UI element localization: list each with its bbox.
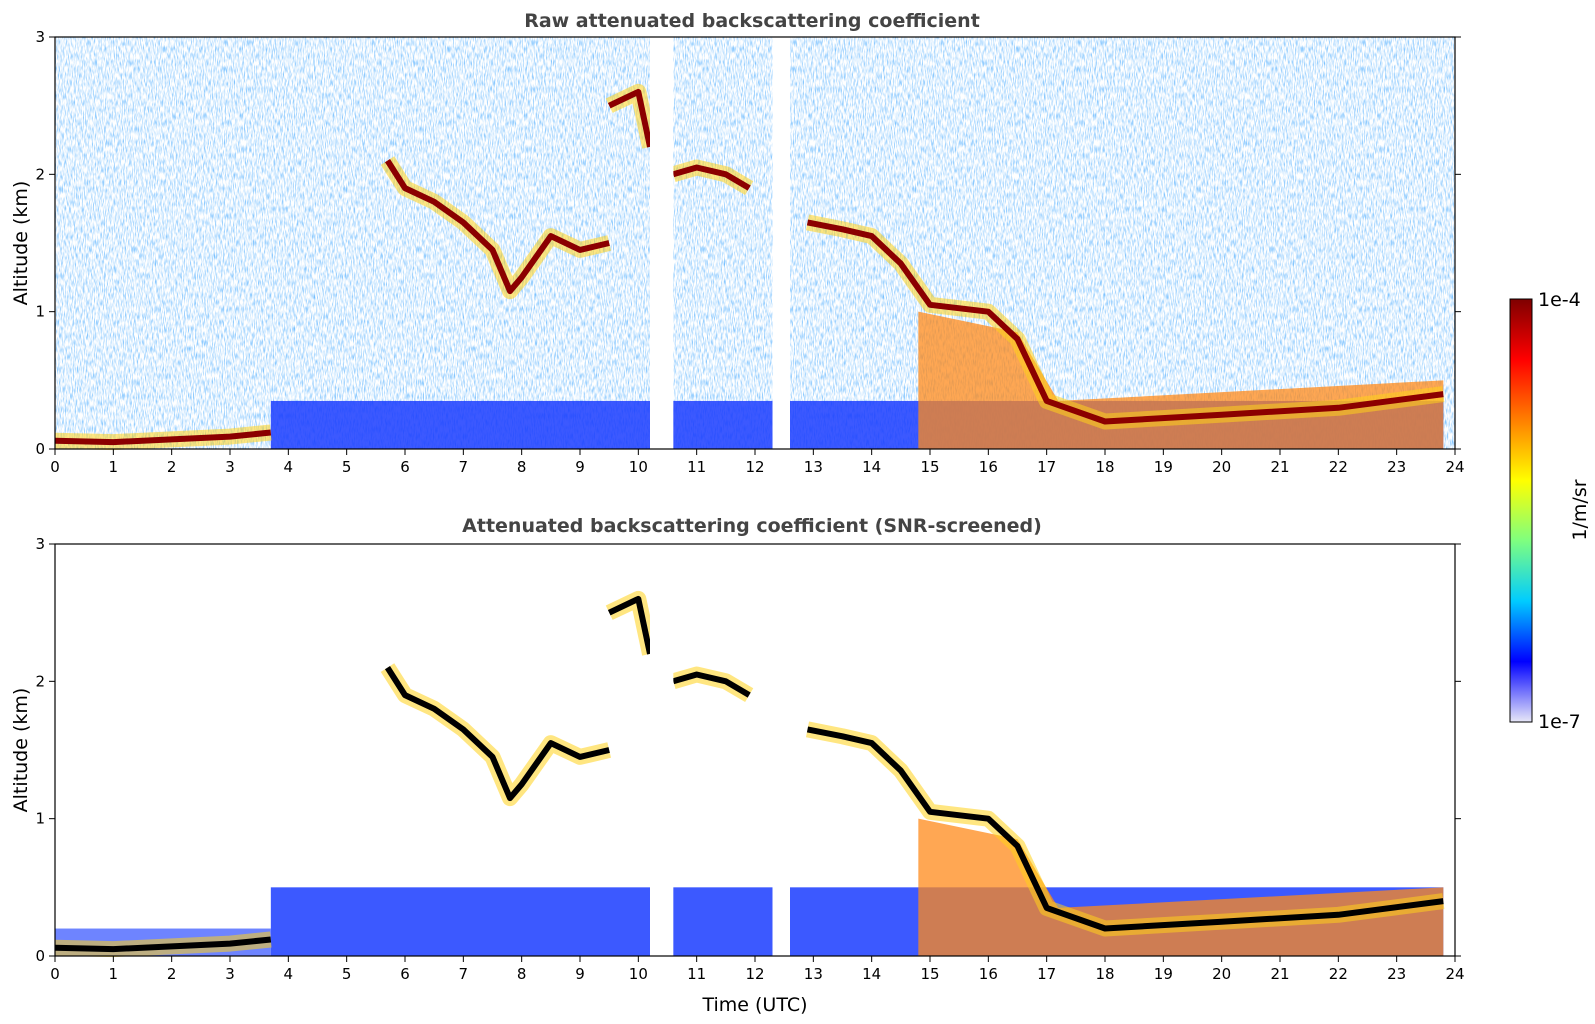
feature-line bbox=[672, 164, 751, 191]
y-tick-label: 2 bbox=[35, 672, 45, 690]
x-tick-label: 20 bbox=[1212, 458, 1231, 476]
x-tick-label: 7 bbox=[459, 458, 469, 476]
x-tick-label: 2 bbox=[167, 965, 177, 983]
data-gap bbox=[772, 544, 790, 956]
colorbar-max-label: 1e-4 bbox=[1538, 289, 1581, 311]
x-tick-label: 11 bbox=[687, 458, 706, 476]
y-ticks: 0 1 2 3 bbox=[35, 535, 1461, 965]
colorbar: 1e-4 1e-7 1/m/sr bbox=[1509, 289, 1591, 733]
x-tick-label: 4 bbox=[284, 458, 294, 476]
x-tick-label: 9 bbox=[575, 458, 585, 476]
x-tick-label: 16 bbox=[979, 965, 998, 983]
x-tick-label: 19 bbox=[1154, 458, 1173, 476]
panel-screened: Attenuated backscattering coefficient (S… bbox=[10, 515, 1465, 1016]
y-axis-label: Altitude (km) bbox=[10, 181, 32, 306]
x-tick-label: 14 bbox=[862, 965, 881, 983]
plot-area bbox=[54, 544, 1445, 958]
x-tick-label: 12 bbox=[745, 965, 764, 983]
feature-line bbox=[806, 219, 1444, 425]
x-tick-label: 0 bbox=[50, 458, 60, 476]
x-tick-label: 9 bbox=[575, 965, 585, 983]
x-tick-label: 6 bbox=[400, 458, 410, 476]
x-ticks: 0 1 2 3 4 5 6 7 8 9 10 11 12 13 14 15 16 17 18 19 20 21 22 23 24 bbox=[50, 449, 1465, 476]
y-tick-label: 3 bbox=[35, 28, 45, 46]
x-tick-label: 1 bbox=[109, 458, 119, 476]
x-tick-label: 10 bbox=[629, 965, 648, 983]
x-tick-label: 23 bbox=[1387, 965, 1406, 983]
x-tick-label: 4 bbox=[284, 965, 294, 983]
x-tick-label: 18 bbox=[1095, 458, 1114, 476]
feature-line bbox=[54, 429, 272, 446]
chart-title: Attenuated backscattering coefficient (S… bbox=[462, 515, 1042, 537]
x-tick-label: 15 bbox=[920, 458, 939, 476]
data-gap bbox=[650, 544, 674, 956]
y-tick-label: 0 bbox=[35, 440, 45, 458]
x-tick-label: 3 bbox=[225, 965, 235, 983]
x-tick-label: 20 bbox=[1212, 965, 1231, 983]
x-tick-label: 10 bbox=[629, 458, 648, 476]
y-tick-label: 2 bbox=[35, 165, 45, 183]
x-axis-label: Time (UTC) bbox=[701, 994, 807, 1016]
x-tick-label: 2 bbox=[167, 458, 177, 476]
feature-line bbox=[384, 665, 610, 802]
x-tick-label: 22 bbox=[1329, 458, 1348, 476]
x-tick-label: 21 bbox=[1270, 458, 1289, 476]
x-tick-label: 13 bbox=[804, 965, 823, 983]
feature-line bbox=[806, 726, 1444, 932]
x-tick-label: 3 bbox=[225, 458, 235, 476]
plot-area bbox=[54, 37, 1455, 451]
y-tick-label: 3 bbox=[35, 535, 45, 553]
x-tick-label: 8 bbox=[517, 965, 527, 983]
colorbar-unit-label: 1/m/sr bbox=[1569, 479, 1591, 540]
feature-line bbox=[672, 671, 751, 698]
y-tick-label: 0 bbox=[35, 947, 45, 965]
colorbar-gradient bbox=[1509, 298, 1533, 723]
x-tick-label: 0 bbox=[50, 965, 60, 983]
x-tick-label: 1 bbox=[109, 965, 119, 983]
feature-line bbox=[384, 158, 610, 295]
x-tick-label: 5 bbox=[342, 965, 352, 983]
x-tick-label: 18 bbox=[1095, 965, 1114, 983]
x-tick-label: 15 bbox=[920, 965, 939, 983]
feature-line bbox=[607, 595, 653, 655]
x-tick-label: 24 bbox=[1445, 458, 1464, 476]
x-tick-label: 12 bbox=[745, 458, 764, 476]
x-tick-label: 13 bbox=[804, 458, 823, 476]
x-tick-label: 7 bbox=[459, 965, 469, 983]
data-gap bbox=[772, 37, 790, 449]
y-axis-label: Altitude (km) bbox=[10, 688, 32, 813]
x-tick-label: 24 bbox=[1445, 965, 1464, 983]
x-tick-label: 16 bbox=[979, 458, 998, 476]
feature-halo bbox=[380, 663, 612, 807]
y-ticks: 0 1 2 3 bbox=[35, 28, 1461, 458]
x-tick-label: 17 bbox=[1037, 458, 1056, 476]
data-gap bbox=[650, 37, 674, 449]
colorbar-min-label: 1e-7 bbox=[1538, 711, 1581, 733]
x-tick-label: 5 bbox=[342, 458, 352, 476]
chart-title: Raw attenuated backscattering coefficien… bbox=[524, 10, 980, 32]
feature-line bbox=[54, 936, 272, 953]
noise-field bbox=[55, 37, 1455, 449]
x-tick-label: 8 bbox=[517, 458, 527, 476]
x-ticks: 0 1 2 3 4 5 6 7 8 9 10 11 12 13 14 15 16 17 18 19 20 21 22 23 24 bbox=[50, 956, 1465, 983]
x-tick-label: 22 bbox=[1329, 965, 1348, 983]
x-tick-label: 6 bbox=[400, 965, 410, 983]
x-tick-label: 23 bbox=[1387, 458, 1406, 476]
x-tick-label: 14 bbox=[862, 458, 881, 476]
x-tick-label: 11 bbox=[687, 965, 706, 983]
x-tick-label: 21 bbox=[1270, 965, 1289, 983]
panel-raw: Raw attenuated backscattering coefficien… bbox=[10, 10, 1465, 476]
x-tick-label: 17 bbox=[1037, 965, 1056, 983]
y-tick-label: 1 bbox=[35, 810, 45, 828]
feature-line bbox=[607, 88, 653, 148]
x-tick-label: 19 bbox=[1154, 965, 1173, 983]
y-tick-label: 1 bbox=[35, 303, 45, 321]
